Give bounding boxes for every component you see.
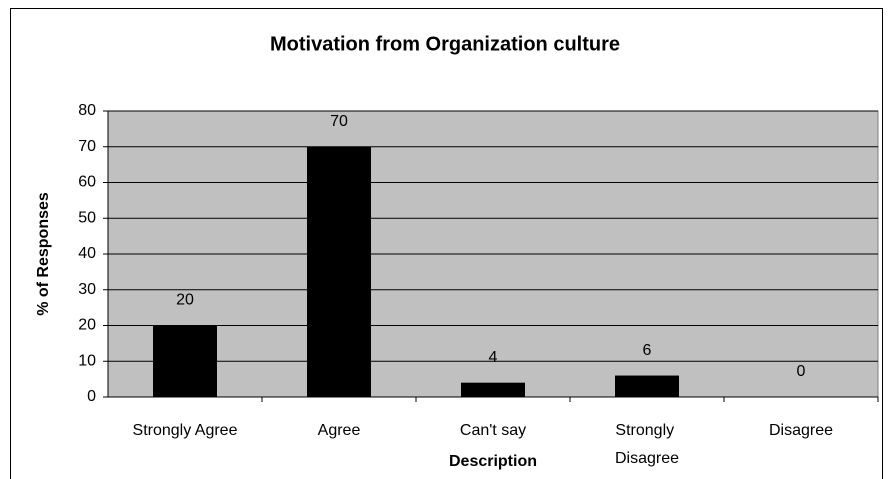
y-tick-label: 80 bbox=[78, 102, 96, 119]
y-tick-label: 20 bbox=[78, 317, 96, 334]
bar bbox=[153, 325, 217, 397]
x-tick-label: Strongly Agree bbox=[133, 422, 238, 439]
y-axis-title: % of Responses bbox=[35, 192, 52, 316]
x-tick-label: Strongly Disagree bbox=[615, 422, 679, 467]
x-tick-label: Disagree bbox=[769, 422, 833, 439]
x-tick-label: Agree bbox=[318, 422, 361, 439]
y-tick-label: 0 bbox=[87, 388, 96, 405]
y-tick-label: 50 bbox=[78, 209, 96, 226]
y-tick-label: 30 bbox=[78, 281, 96, 298]
data-label: 70 bbox=[330, 113, 348, 130]
y-tick-label: 60 bbox=[78, 174, 96, 191]
bar bbox=[307, 146, 371, 397]
data-label: 0 bbox=[797, 363, 806, 380]
x-axis-title: Description bbox=[449, 453, 537, 470]
bar bbox=[461, 382, 525, 397]
data-label: 4 bbox=[489, 349, 498, 366]
chart-title: Motivation from Organization culture bbox=[270, 33, 620, 55]
data-label: 6 bbox=[643, 342, 652, 359]
data-label: 20 bbox=[176, 292, 194, 309]
y-tick-label: 10 bbox=[78, 352, 96, 369]
x-tick-label: Can't say bbox=[460, 422, 526, 439]
y-tick-label: 40 bbox=[78, 245, 96, 262]
y-tick-label: 70 bbox=[78, 138, 96, 155]
bar bbox=[615, 375, 679, 397]
